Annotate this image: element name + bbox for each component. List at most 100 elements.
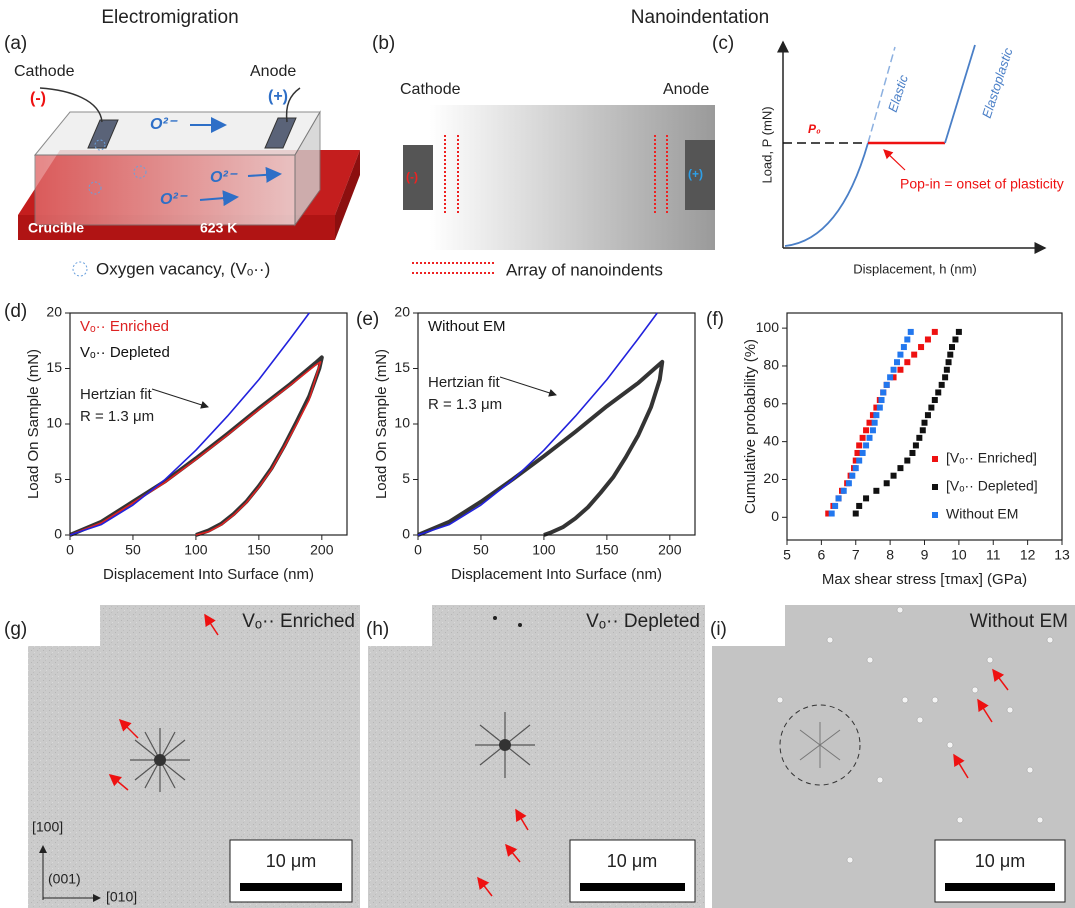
panel-label: (a) [4, 33, 27, 54]
point [845, 480, 852, 487]
scale-label: 10 μm [266, 851, 316, 871]
point [869, 412, 876, 419]
elastic-label: Elastic [885, 72, 911, 114]
x-tick-label: 0 [414, 542, 422, 558]
point [955, 328, 962, 335]
point [952, 336, 959, 343]
point [943, 366, 950, 373]
y-tick-label: 20 [394, 304, 410, 320]
point [897, 366, 904, 373]
shape [992, 668, 1009, 691]
image-label: Vₒ·· Depleted [586, 611, 700, 632]
data-line [417, 312, 658, 536]
shape [133, 165, 147, 179]
point [873, 487, 880, 494]
shape [956, 816, 964, 824]
panel-label: (c) [712, 33, 734, 54]
legend-entry: [Vₒ·· Enriched] [946, 450, 1037, 466]
shape [826, 636, 834, 644]
point [880, 389, 887, 396]
x-tick-label: 9 [921, 547, 929, 563]
cathode-label: Cathode [400, 81, 461, 98]
point [928, 404, 935, 411]
popin-label: Pop-in = onset of plasticity [900, 176, 1064, 192]
shape [986, 656, 994, 664]
shape [398, 105, 715, 250]
shape [953, 753, 969, 779]
point [856, 442, 863, 449]
shape [866, 656, 874, 664]
legend-marker [932, 512, 938, 518]
panel-label: (i) [710, 619, 727, 640]
point [894, 359, 900, 366]
point [909, 449, 916, 456]
y-axis-label: Cumulative probability (%) [742, 339, 759, 514]
point [945, 359, 952, 366]
point [849, 472, 856, 479]
scale-label: 10 μm [975, 851, 1025, 871]
shape [505, 843, 521, 863]
shape [1026, 766, 1034, 774]
shape [335, 150, 360, 240]
y-tick-label: 10 [46, 415, 62, 431]
panel-label: (d) [4, 301, 27, 322]
point [947, 351, 954, 358]
shape [477, 876, 493, 897]
annotation: R = 1.3 μm [428, 396, 502, 413]
shape [977, 698, 993, 723]
point [873, 404, 880, 411]
shape [39, 87, 103, 123]
shape [934, 839, 1066, 903]
shape [876, 776, 884, 784]
ion-label: O²⁻ [210, 169, 238, 186]
point [904, 359, 911, 366]
x-axis-label: Displacement, h (nm) [853, 261, 977, 276]
y-tick-label: 15 [46, 359, 62, 375]
shape [867, 46, 896, 144]
point [852, 457, 859, 464]
panel-c: P₀ Elastic Elastoplastic Pop-in = onset … [759, 40, 1064, 276]
point [854, 449, 861, 456]
point [935, 389, 942, 396]
shape [784, 142, 869, 247]
shape [403, 145, 433, 210]
point [832, 502, 839, 509]
shape [229, 839, 353, 903]
y-tick-label: 40 [763, 432, 779, 448]
shape [88, 181, 102, 195]
y-tick-label: 5 [402, 470, 410, 486]
point [863, 495, 870, 502]
direction-label: [100] [32, 819, 63, 835]
shape [204, 613, 219, 636]
point [938, 381, 945, 388]
data-line [417, 359, 665, 537]
series-annotation: Hertzian fit [428, 374, 501, 391]
scale-label: 10 μm [607, 851, 657, 871]
shape [362, 600, 432, 646]
ion-label: O²⁻ [150, 116, 178, 133]
shape [499, 739, 511, 751]
array-legend: Array of nanoindents [506, 260, 663, 279]
panel-label: (h) [366, 619, 389, 640]
shape [264, 117, 297, 149]
point [835, 495, 842, 502]
annotation: R = 1.3 μm [80, 408, 154, 425]
cathode-label: Cathode [14, 63, 75, 80]
point [852, 465, 859, 472]
x-axis-label: Displacement Into Surface (nm) [451, 566, 662, 583]
x-tick-label: 50 [125, 542, 141, 558]
y-tick-label: 5 [54, 470, 62, 486]
y-axis-label: Load, P (mN) [759, 106, 774, 183]
y-tick-label: 0 [402, 526, 410, 542]
shape [240, 883, 342, 891]
shape [685, 140, 715, 210]
data-line [69, 312, 310, 536]
shape [1046, 636, 1054, 644]
point [916, 434, 923, 441]
shape [901, 696, 909, 704]
point [878, 397, 885, 404]
shape [118, 718, 139, 739]
point [949, 344, 955, 351]
